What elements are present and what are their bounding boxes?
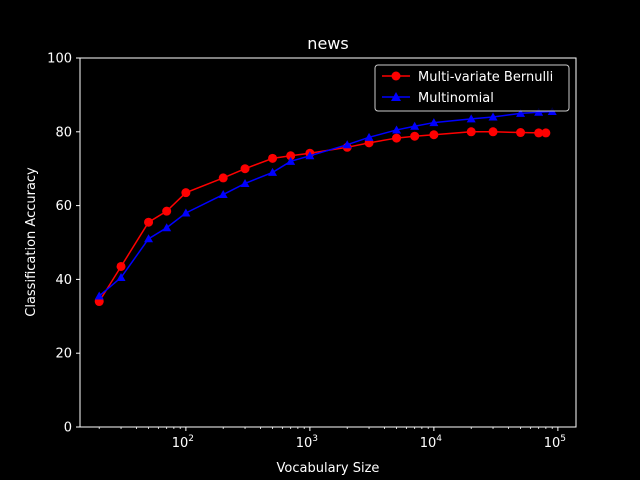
x-tick-label-base: 10: [296, 436, 313, 451]
legend: Multi-variate Bernulli Multinomial: [374, 64, 570, 112]
data-point: [240, 178, 250, 187]
x-tick-label-base: 10: [172, 436, 189, 451]
data-point: [410, 121, 420, 130]
series-line: [98, 110, 553, 297]
x-tick-label-exponent: 4: [436, 434, 442, 444]
data-point: [392, 125, 402, 134]
data-point: [541, 128, 551, 138]
data-point: [488, 112, 498, 121]
y-tick-label: 40: [55, 273, 72, 288]
y-tick-label: 60: [55, 199, 72, 214]
data-point: [429, 118, 439, 127]
plot-area-frame: [79, 57, 577, 428]
x-tick-label-exponent: 2: [188, 434, 194, 444]
y-tick-label: 80: [55, 125, 72, 140]
data-point: [364, 132, 374, 141]
data-point: [116, 261, 126, 271]
data-point: [534, 128, 544, 138]
y-tick-label: 0: [64, 421, 72, 436]
x-tick-label: 105: [544, 434, 566, 451]
data-point: [162, 206, 172, 216]
data-point: [218, 190, 228, 199]
series-layer: [94, 107, 557, 307]
data-point: [342, 140, 352, 149]
data-point: [516, 128, 526, 138]
x-tick-label-exponent: 5: [560, 434, 566, 444]
data-point: [162, 223, 172, 232]
data-point: [466, 127, 476, 137]
legend-label-multinomial: Multinomial: [418, 91, 494, 106]
x-axis-ticks: 102 103 104 105: [98, 427, 566, 451]
data-point: [392, 133, 402, 143]
x-axis-label: Vocabulary Size: [277, 461, 380, 476]
data-point: [305, 151, 315, 160]
legend-label-bernulli: Multi-variate Bernulli: [418, 70, 553, 85]
legend-marker-bernulli: [391, 71, 401, 81]
data-point: [286, 156, 296, 165]
x-tick-label-exponent: 3: [312, 434, 318, 444]
chart-title: news: [307, 34, 348, 53]
data-point: [286, 151, 296, 161]
data-point: [240, 164, 250, 174]
data-point: [144, 217, 154, 227]
y-tick-label: 100: [47, 52, 72, 67]
data-point: [516, 108, 526, 117]
y-axis-ticks: 0 20 40 60 80 100: [47, 52, 80, 436]
data-point: [268, 167, 278, 176]
data-point: [410, 131, 420, 141]
data-point: [116, 273, 126, 282]
data-point: [181, 208, 191, 217]
x-tick-label-base: 10: [420, 436, 437, 451]
data-point: [488, 127, 498, 137]
x-tick-label: 102: [172, 434, 194, 451]
y-tick-label: 20: [55, 347, 72, 362]
x-tick-label: 103: [296, 434, 318, 451]
data-point: [181, 188, 191, 198]
data-point: [268, 153, 278, 163]
data-point: [429, 130, 439, 140]
data-point: [94, 291, 104, 300]
data-point: [218, 173, 228, 183]
legend-marker-multinomial: [391, 92, 401, 101]
x-tick-label: 104: [420, 434, 443, 451]
y-axis-label: Classification Accuracy: [24, 167, 39, 317]
data-point: [534, 107, 544, 116]
data-point: [466, 114, 476, 123]
x-tick-label-base: 10: [544, 436, 561, 451]
legend-box: [374, 64, 570, 112]
series-multinomial: [94, 107, 557, 300]
data-point: [144, 234, 154, 243]
